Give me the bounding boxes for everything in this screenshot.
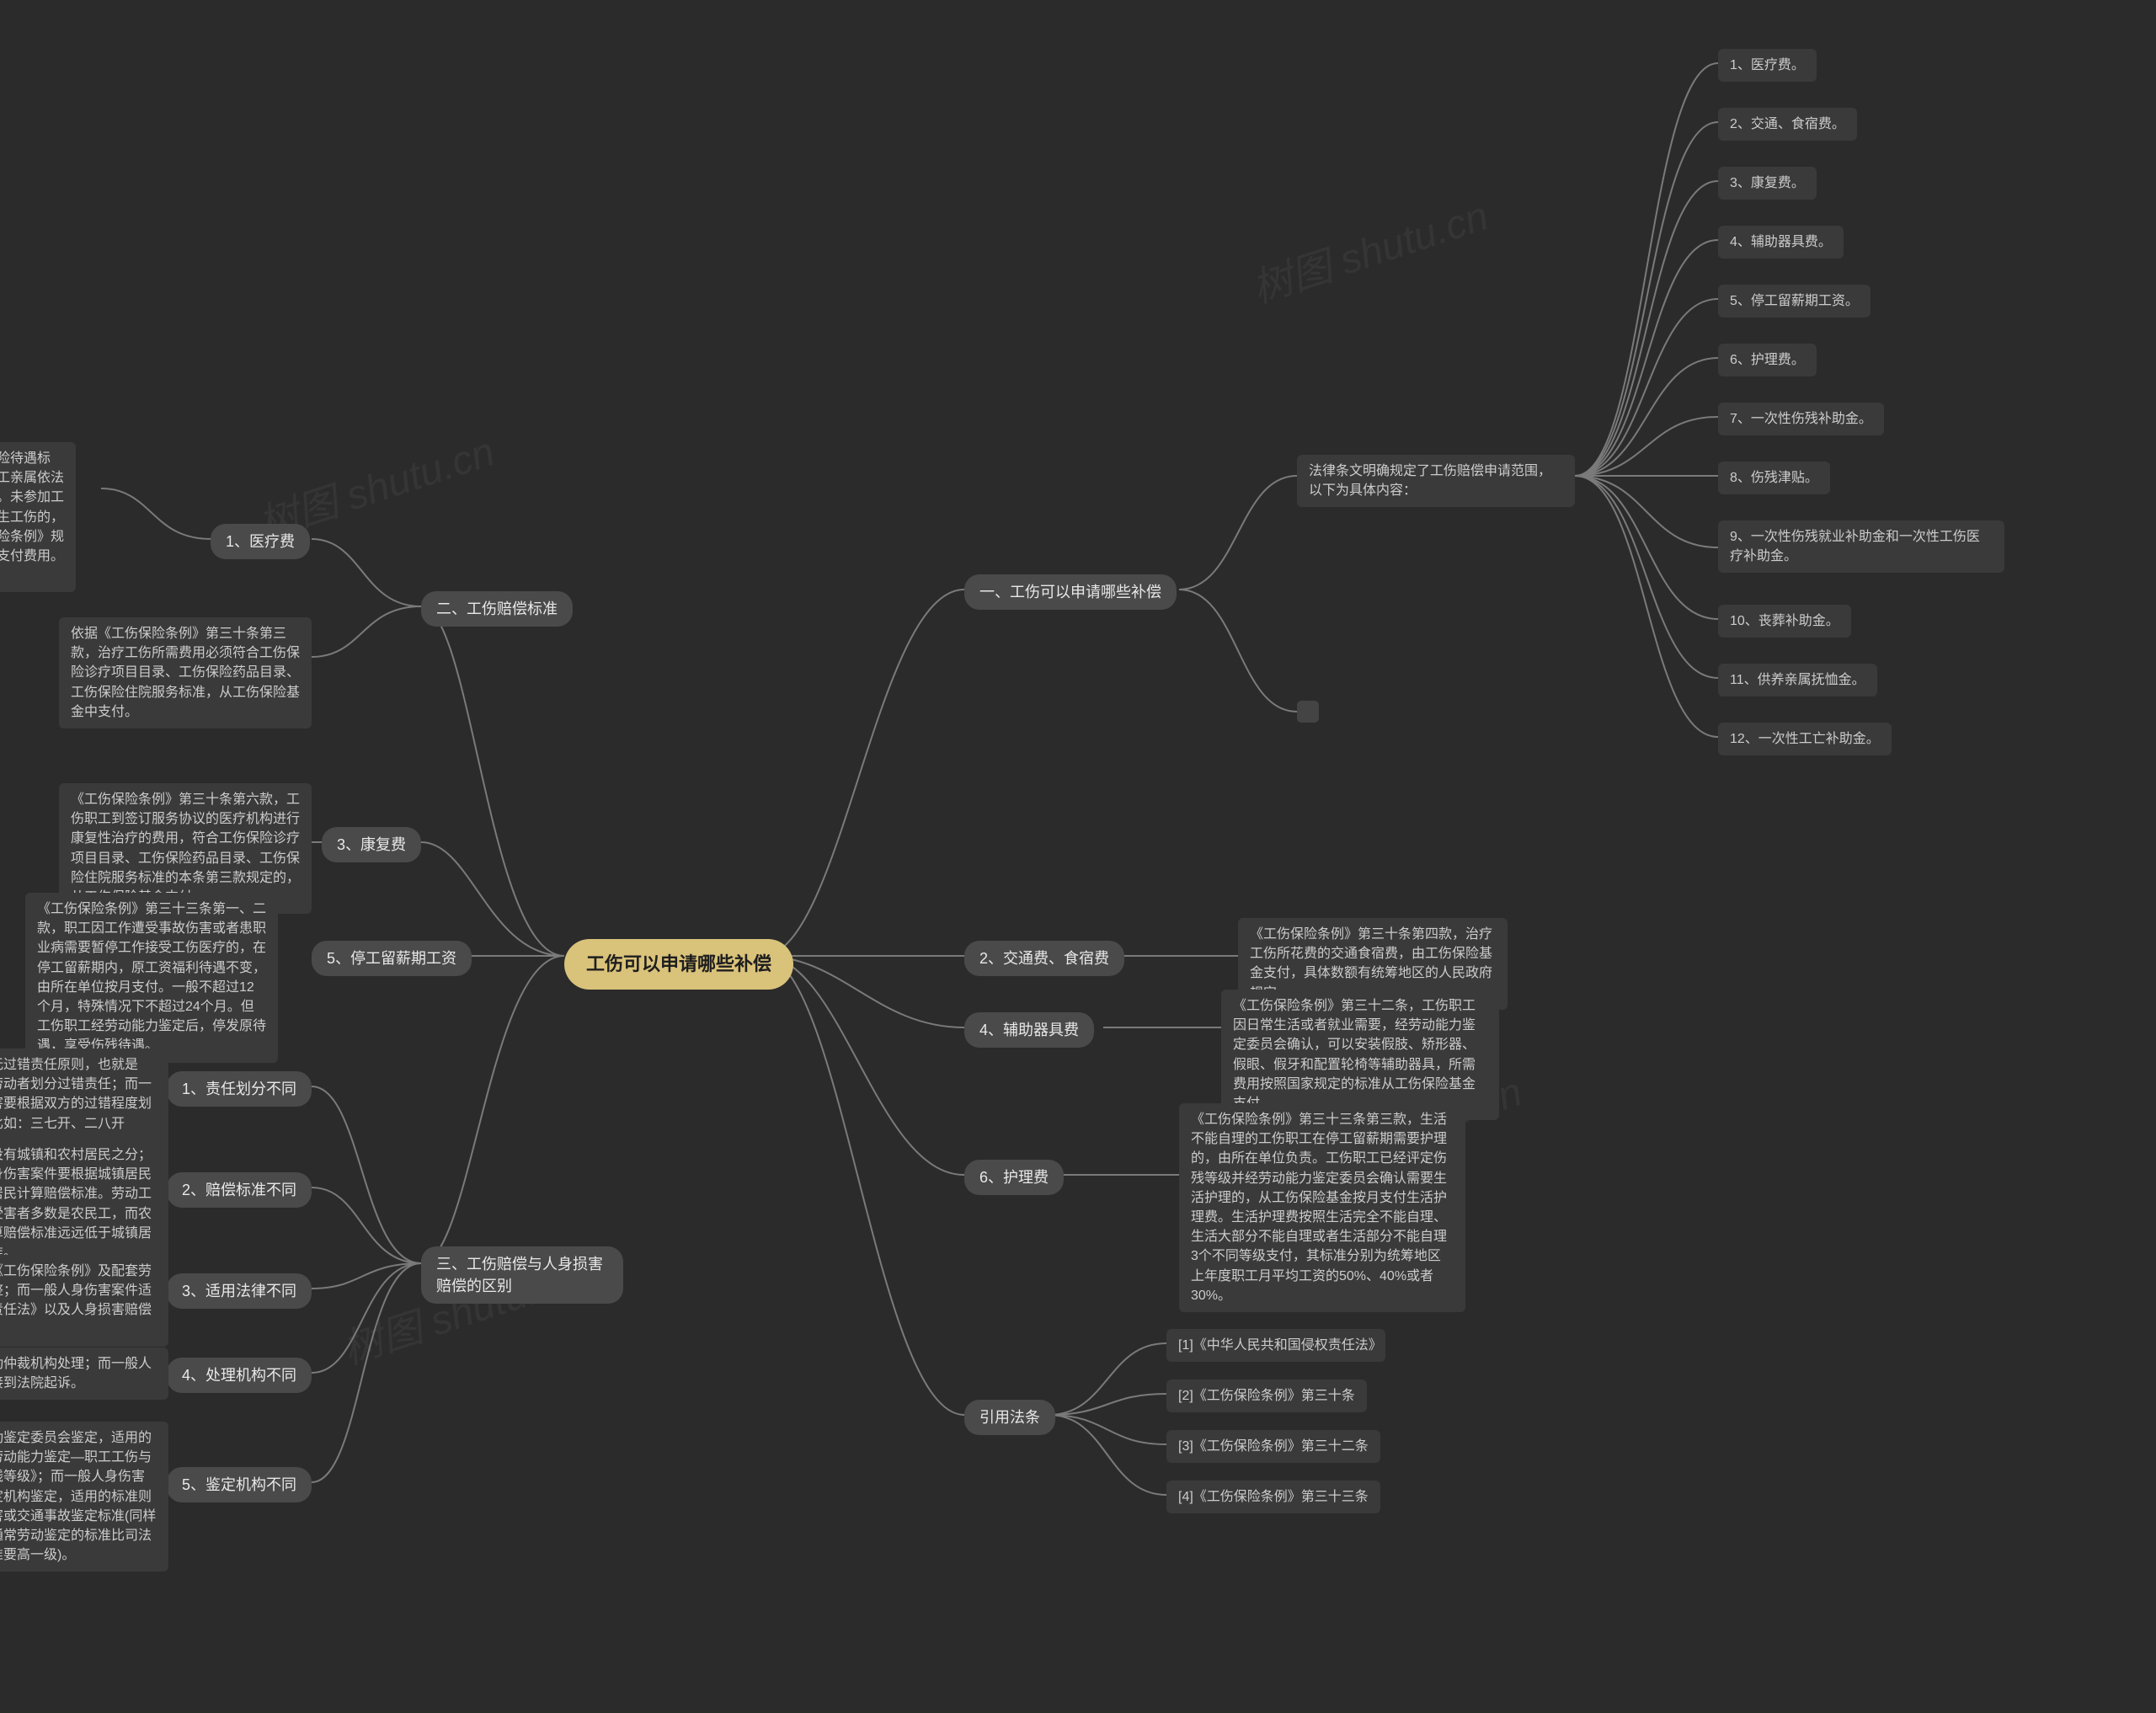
law-2: [2]《工伤保险条例》第三十条 xyxy=(1166,1379,1367,1412)
l3-i4-d: 工伤由劳动仲裁机构处理；而一般人身伤害直接到法院起诉。 xyxy=(0,1347,168,1400)
l2-c1[interactable]: 1、医疗费 xyxy=(211,524,310,559)
r1-item-2: 2、交通、食宿费。 xyxy=(1718,108,1857,141)
law-1: [1]《中华人民共和国侵权责任法》 xyxy=(1166,1329,1385,1362)
l3-i1[interactable]: 1、责任划分不同 xyxy=(167,1071,312,1107)
r6-detail: 《工伤保险条例》第三十三条第三款，生活不能自理的工伤职工在停工留薪期需要护理的，… xyxy=(1179,1103,1465,1312)
l3-i3-d: 工伤适用《工伤保险条例》及配套劳动法规调整；而一般人身伤害案件适用《侵权责任法》… xyxy=(0,1255,168,1347)
l2-c1-b: 依据《工伤保险条例》第三十条第三款，治疗工伤所需费用必须符合工伤保险诊疗项目目录… xyxy=(59,617,312,728)
l3-i2[interactable]: 2、赔偿标准不同 xyxy=(167,1172,312,1208)
branch-l2[interactable]: 二、工伤赔偿标准 xyxy=(421,591,573,627)
r1-item-11: 11、供养亲属抚恤金。 xyxy=(1718,664,1877,696)
root-node[interactable]: 工伤可以申请哪些补偿 xyxy=(564,939,793,990)
r4-detail: 《工伤保险条例》第三十二条，工伤职工因日常生活或者就业需要，经劳动能力鉴定委员会… xyxy=(1221,990,1499,1120)
l3-i4[interactable]: 4、处理机构不同 xyxy=(167,1358,312,1393)
branch-l3[interactable]: 三、工伤赔偿与人身损害赔偿的区别 xyxy=(421,1246,623,1304)
l3-i3[interactable]: 3、适用法律不同 xyxy=(167,1273,312,1309)
r1-item-6: 6、护理费。 xyxy=(1718,344,1817,376)
r1-intro: 法律条文明确规定了工伤赔偿申请范围，以下为具体内容： xyxy=(1297,455,1575,507)
branch-r1[interactable]: 一、工伤可以申请哪些补偿 xyxy=(964,574,1177,610)
l3-i5[interactable]: 5、鉴定机构不同 xyxy=(167,1467,312,1502)
l2-c5[interactable]: 5、停工留薪期工资 xyxy=(312,941,472,976)
r1-item-8: 8、伤残津贴。 xyxy=(1718,462,1830,494)
r1-item-1: 1、医疗费。 xyxy=(1718,49,1817,82)
branch-r4[interactable]: 4、辅助器具费 xyxy=(964,1012,1094,1048)
branch-r6[interactable]: 6、护理费 xyxy=(964,1160,1064,1195)
branch-laws[interactable]: 引用法条 xyxy=(964,1400,1055,1435)
r1-empty-icon xyxy=(1297,701,1319,723)
l2-c1-a: 工伤赔偿标准，又称工伤保险待遇标准。是指工伤职工、工亡职工亲属依法应当享受的赔偿… xyxy=(0,442,76,592)
r1-item-7: 7、一次性伤残补助金。 xyxy=(1718,403,1884,435)
l3-i5-d: 工伤由劳动鉴定委员会鉴定，适用的标准是《劳动能力鉴定—职工工伤与职业病致残等级》… xyxy=(0,1422,168,1572)
r1-item-4: 4、辅助器具费。 xyxy=(1718,226,1844,259)
r1-item-12: 12、一次性工亡补助金。 xyxy=(1718,723,1892,755)
r1-item-3: 3、康复费。 xyxy=(1718,167,1817,200)
l3-i2-d: 工伤案件没有城镇和农村居民之分；而一般人身伤害案件要根据城镇居民或者农村居民计算… xyxy=(0,1139,168,1269)
r1-item-5: 5、停工留薪期工资。 xyxy=(1718,285,1870,318)
branch-r2[interactable]: 2、交通费、食宿费 xyxy=(964,941,1124,976)
law-4: [4]《工伤保险条例》第三十三条 xyxy=(1166,1481,1380,1513)
r1-item-9: 9、一次性伤残就业补助金和一次性工伤医疗补助金。 xyxy=(1718,520,2004,573)
r1-item-10: 10、丧葬补助金。 xyxy=(1718,605,1851,638)
l2-c3[interactable]: 3、康复费 xyxy=(322,827,421,862)
watermark: 树图 shutu.cn xyxy=(1243,183,1494,314)
l2-c5-d: 《工伤保险条例》第三十三条第一、二款，职工因工作遭受事故伤害或者患职业病需要暂停… xyxy=(25,893,278,1063)
law-3: [3]《工伤保险条例》第三十二条 xyxy=(1166,1430,1380,1463)
